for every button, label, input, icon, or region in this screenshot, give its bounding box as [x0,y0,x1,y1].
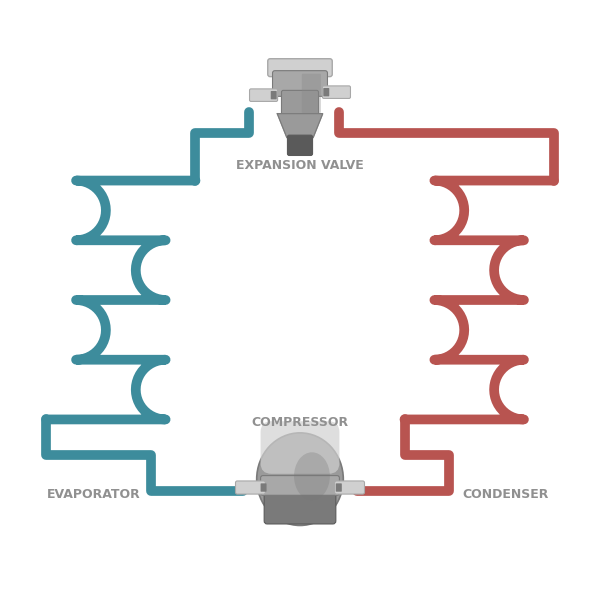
FancyBboxPatch shape [264,488,336,524]
Text: EXPANSION VALVE: EXPANSION VALVE [236,159,364,172]
FancyBboxPatch shape [287,135,313,155]
Text: COMPRESSOR: COMPRESSOR [251,416,349,429]
Ellipse shape [257,433,343,526]
FancyBboxPatch shape [271,91,277,100]
FancyBboxPatch shape [268,59,332,77]
FancyBboxPatch shape [322,86,350,98]
FancyBboxPatch shape [323,88,329,97]
Text: CONDENSER: CONDENSER [463,488,549,500]
Polygon shape [277,113,323,137]
FancyBboxPatch shape [250,89,278,101]
FancyBboxPatch shape [260,421,340,474]
FancyBboxPatch shape [335,481,365,494]
FancyBboxPatch shape [236,481,265,494]
FancyBboxPatch shape [272,71,328,97]
Ellipse shape [294,452,330,500]
Text: EVAPORATOR: EVAPORATOR [47,488,141,500]
FancyBboxPatch shape [260,476,340,495]
FancyBboxPatch shape [260,484,266,492]
FancyBboxPatch shape [336,484,342,492]
FancyBboxPatch shape [302,74,321,113]
FancyBboxPatch shape [281,91,319,115]
